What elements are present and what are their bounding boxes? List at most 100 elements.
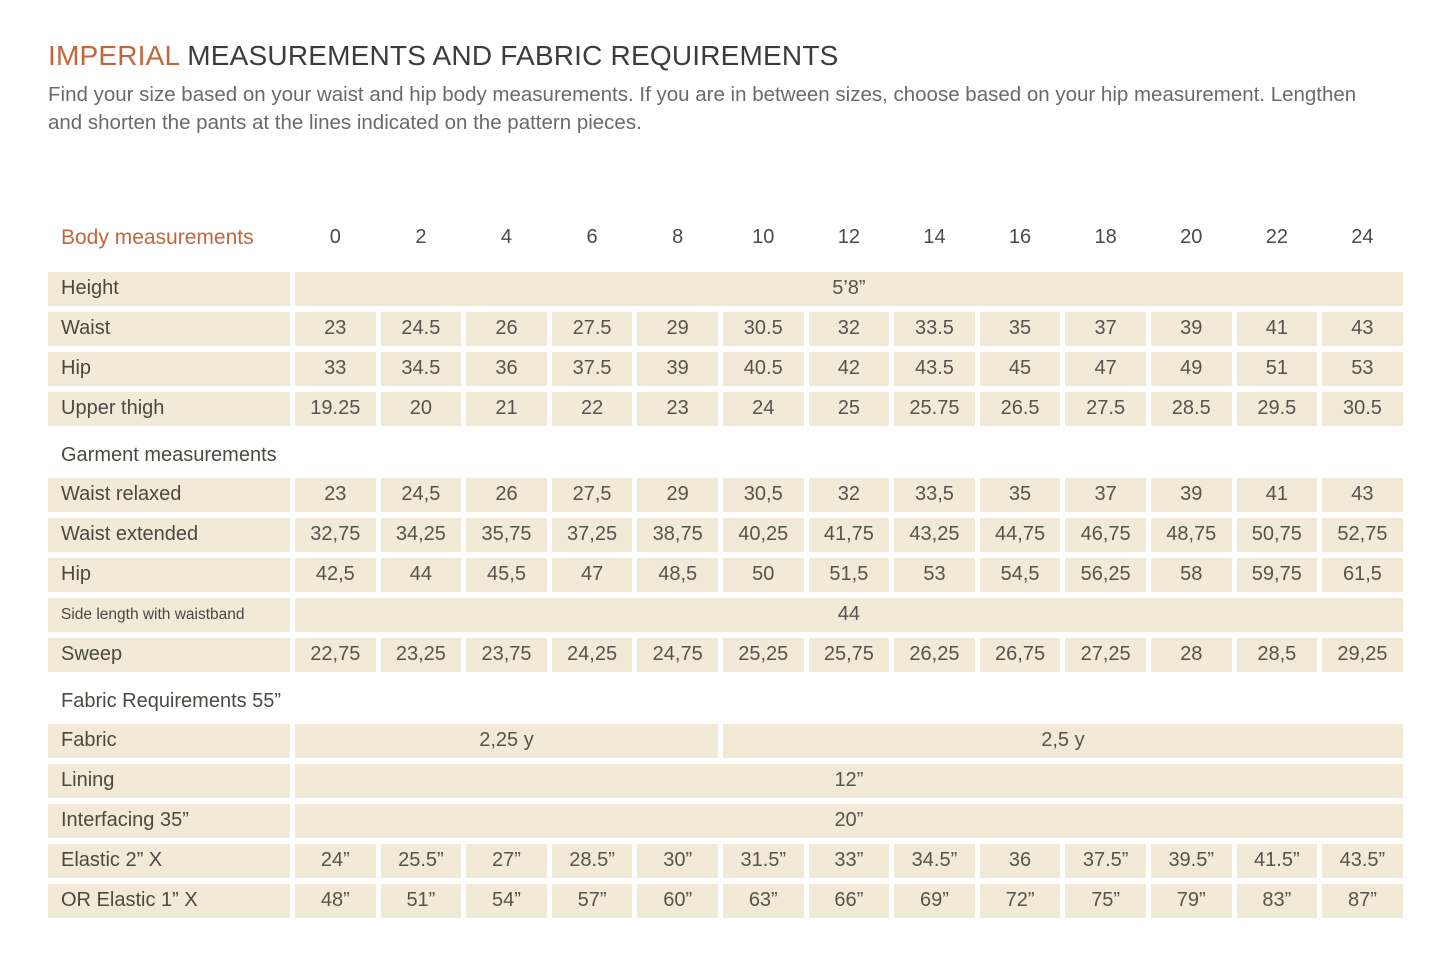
measurement-value: 27,5 bbox=[551, 477, 633, 512]
measurement-value: 41 bbox=[1236, 477, 1318, 512]
measurement-value: 29 bbox=[637, 311, 718, 346]
measurement-value: 43.5” bbox=[1322, 843, 1403, 878]
row-label: Waist relaxed bbox=[48, 477, 290, 512]
measurement-value: 87” bbox=[1322, 883, 1403, 918]
measurement-value: 50,75 bbox=[1236, 517, 1318, 552]
measurement-value: 53 bbox=[894, 557, 975, 592]
measurement-value: 33,5 bbox=[894, 477, 975, 512]
row-label: Side length with waistband bbox=[48, 597, 290, 632]
measurement-value: 47 bbox=[551, 557, 633, 592]
measurement-value: 57” bbox=[551, 883, 633, 918]
measurement-value: 28.5” bbox=[551, 843, 633, 878]
measurement-value: 34.5” bbox=[894, 843, 975, 878]
measurement-value: 24,5 bbox=[380, 477, 462, 512]
table-row: Waist 23 24.5 26 27.5 29 30.5 32 33.5 35 37 39 41 43 bbox=[48, 311, 1404, 346]
measurement-value: 24” bbox=[295, 843, 376, 878]
measurement-value: 25 bbox=[808, 391, 890, 426]
table-row: Interfacing 35” 20” bbox=[48, 803, 1404, 838]
measurement-span-value: 20” bbox=[295, 803, 1403, 838]
size-column-header: 0 bbox=[329, 226, 341, 249]
measurement-value: 28.5 bbox=[1150, 391, 1232, 426]
measurement-value: 44,75 bbox=[979, 517, 1061, 552]
table-row: Sweep 22,75 23,25 23,75 24,25 24,75 25,25 25,75… bbox=[48, 637, 1404, 672]
row-label: Upper thigh bbox=[48, 391, 290, 426]
measurement-value: 46,75 bbox=[1065, 517, 1146, 552]
table-header-row: Body measurements 0 2 4 6 8 10 12 14 16 18 20 22 24 bbox=[48, 224, 1404, 252]
measurement-value: 32 bbox=[808, 477, 890, 512]
measurement-value: 24,25 bbox=[551, 637, 633, 672]
measurement-value: 30.5 bbox=[1322, 391, 1403, 426]
measurement-value: 56,25 bbox=[1065, 557, 1146, 592]
measurement-value: 22,75 bbox=[295, 637, 376, 672]
measurement-span-value: 2,5 y bbox=[723, 723, 1403, 758]
measurement-value: 33” bbox=[808, 843, 890, 878]
table-row: Lining 12” bbox=[48, 763, 1404, 798]
table-row: OR Elastic 1” X 48” 51” 54” 57” 60” 63” 66” 69” 7… bbox=[48, 883, 1404, 918]
measurement-value: 69” bbox=[894, 883, 975, 918]
measurement-value: 36 bbox=[466, 351, 547, 386]
measurement-value: 26.5 bbox=[979, 391, 1061, 426]
table-row: Upper thigh 19.25 20 21 22 23 24 25 25.75 26.5 27.… bbox=[48, 391, 1404, 426]
table-row: Elastic 2” X 24” 25.5” 27” 28.5” 30” 31.5” 33” 3… bbox=[48, 843, 1404, 878]
measurement-value: 27,25 bbox=[1065, 637, 1146, 672]
measurement-value: 58 bbox=[1150, 557, 1232, 592]
measurement-value: 30.5 bbox=[722, 311, 804, 346]
measurement-value: 29 bbox=[637, 477, 718, 512]
measurement-value: 21 bbox=[466, 391, 547, 426]
measurement-value: 37 bbox=[1065, 477, 1146, 512]
measurement-value: 26 bbox=[466, 477, 547, 512]
row-label: Fabric bbox=[48, 723, 290, 758]
measurement-value: 30,5 bbox=[722, 477, 804, 512]
measurement-value: 37.5 bbox=[551, 351, 633, 386]
measurement-value: 26 bbox=[466, 311, 547, 346]
measurement-span-value: 12” bbox=[295, 763, 1403, 798]
measurement-value: 41 bbox=[1236, 311, 1318, 346]
measurement-value: 24,75 bbox=[637, 637, 718, 672]
measurement-value: 39 bbox=[1150, 311, 1232, 346]
measurement-value: 48,75 bbox=[1150, 517, 1232, 552]
measurement-value: 22 bbox=[551, 391, 633, 426]
size-column-header: 14 bbox=[923, 226, 946, 249]
table-row: Fabric 2,25 y 2,5 y bbox=[48, 723, 1404, 758]
measurement-value: 25.5” bbox=[380, 843, 462, 878]
measurement-value: 35,75 bbox=[466, 517, 547, 552]
measurement-value: 83” bbox=[1236, 883, 1318, 918]
measurement-chart-page: IMPERIAL MEASUREMENTS AND FABRIC REQUIRE… bbox=[48, 40, 1405, 918]
measurement-value: 23,25 bbox=[380, 637, 462, 672]
measurement-value: 49 bbox=[1150, 351, 1232, 386]
measurement-value: 27” bbox=[466, 843, 547, 878]
table-row: Side length with waistband 44 bbox=[48, 597, 1404, 632]
measurement-span-value: 5’8” bbox=[295, 271, 1403, 306]
measurement-value: 75” bbox=[1065, 883, 1146, 918]
measurement-value: 28,5 bbox=[1236, 637, 1318, 672]
row-label: Height bbox=[48, 271, 290, 306]
measurement-value: 53 bbox=[1322, 351, 1403, 386]
measurement-value: 34.5 bbox=[380, 351, 462, 386]
size-table: Body measurements 0 2 4 6 8 10 12 14 16 18 20 22 24 He… bbox=[48, 224, 1404, 918]
measurement-value: 54,5 bbox=[979, 557, 1061, 592]
measurement-value: 24 bbox=[722, 391, 804, 426]
measurement-value: 72” bbox=[979, 883, 1061, 918]
measurement-span-value: 2,25 y bbox=[295, 723, 718, 758]
table-row: Hip 42,5 44 45,5 47 48,5 50 51,5 53 54,5 56,25 58 59… bbox=[48, 557, 1404, 592]
measurement-value: 23 bbox=[637, 391, 718, 426]
row-label: Interfacing 35” bbox=[48, 803, 290, 838]
measurement-value: 26,75 bbox=[979, 637, 1061, 672]
measurement-value: 24.5 bbox=[380, 311, 462, 346]
measurement-value: 39 bbox=[637, 351, 718, 386]
page-title: IMPERIAL MEASUREMENTS AND FABRIC REQUIRE… bbox=[48, 40, 1405, 72]
measurement-span-value: 44 bbox=[295, 597, 1403, 632]
measurement-value: 79” bbox=[1150, 883, 1232, 918]
table-section-row: Garment measurements bbox=[48, 432, 1404, 472]
size-column-header: 6 bbox=[586, 226, 598, 249]
measurement-value: 32,75 bbox=[295, 517, 376, 552]
row-label: Lining bbox=[48, 763, 290, 798]
measurement-value: 60” bbox=[637, 883, 718, 918]
size-column-header: 18 bbox=[1094, 226, 1117, 249]
size-column-header: 8 bbox=[672, 226, 684, 249]
measurement-value: 19.25 bbox=[295, 391, 376, 426]
measurement-value: 23 bbox=[295, 477, 376, 512]
measurement-value: 25,25 bbox=[722, 637, 804, 672]
measurement-value: 47 bbox=[1065, 351, 1146, 386]
measurement-value: 41,75 bbox=[808, 517, 890, 552]
